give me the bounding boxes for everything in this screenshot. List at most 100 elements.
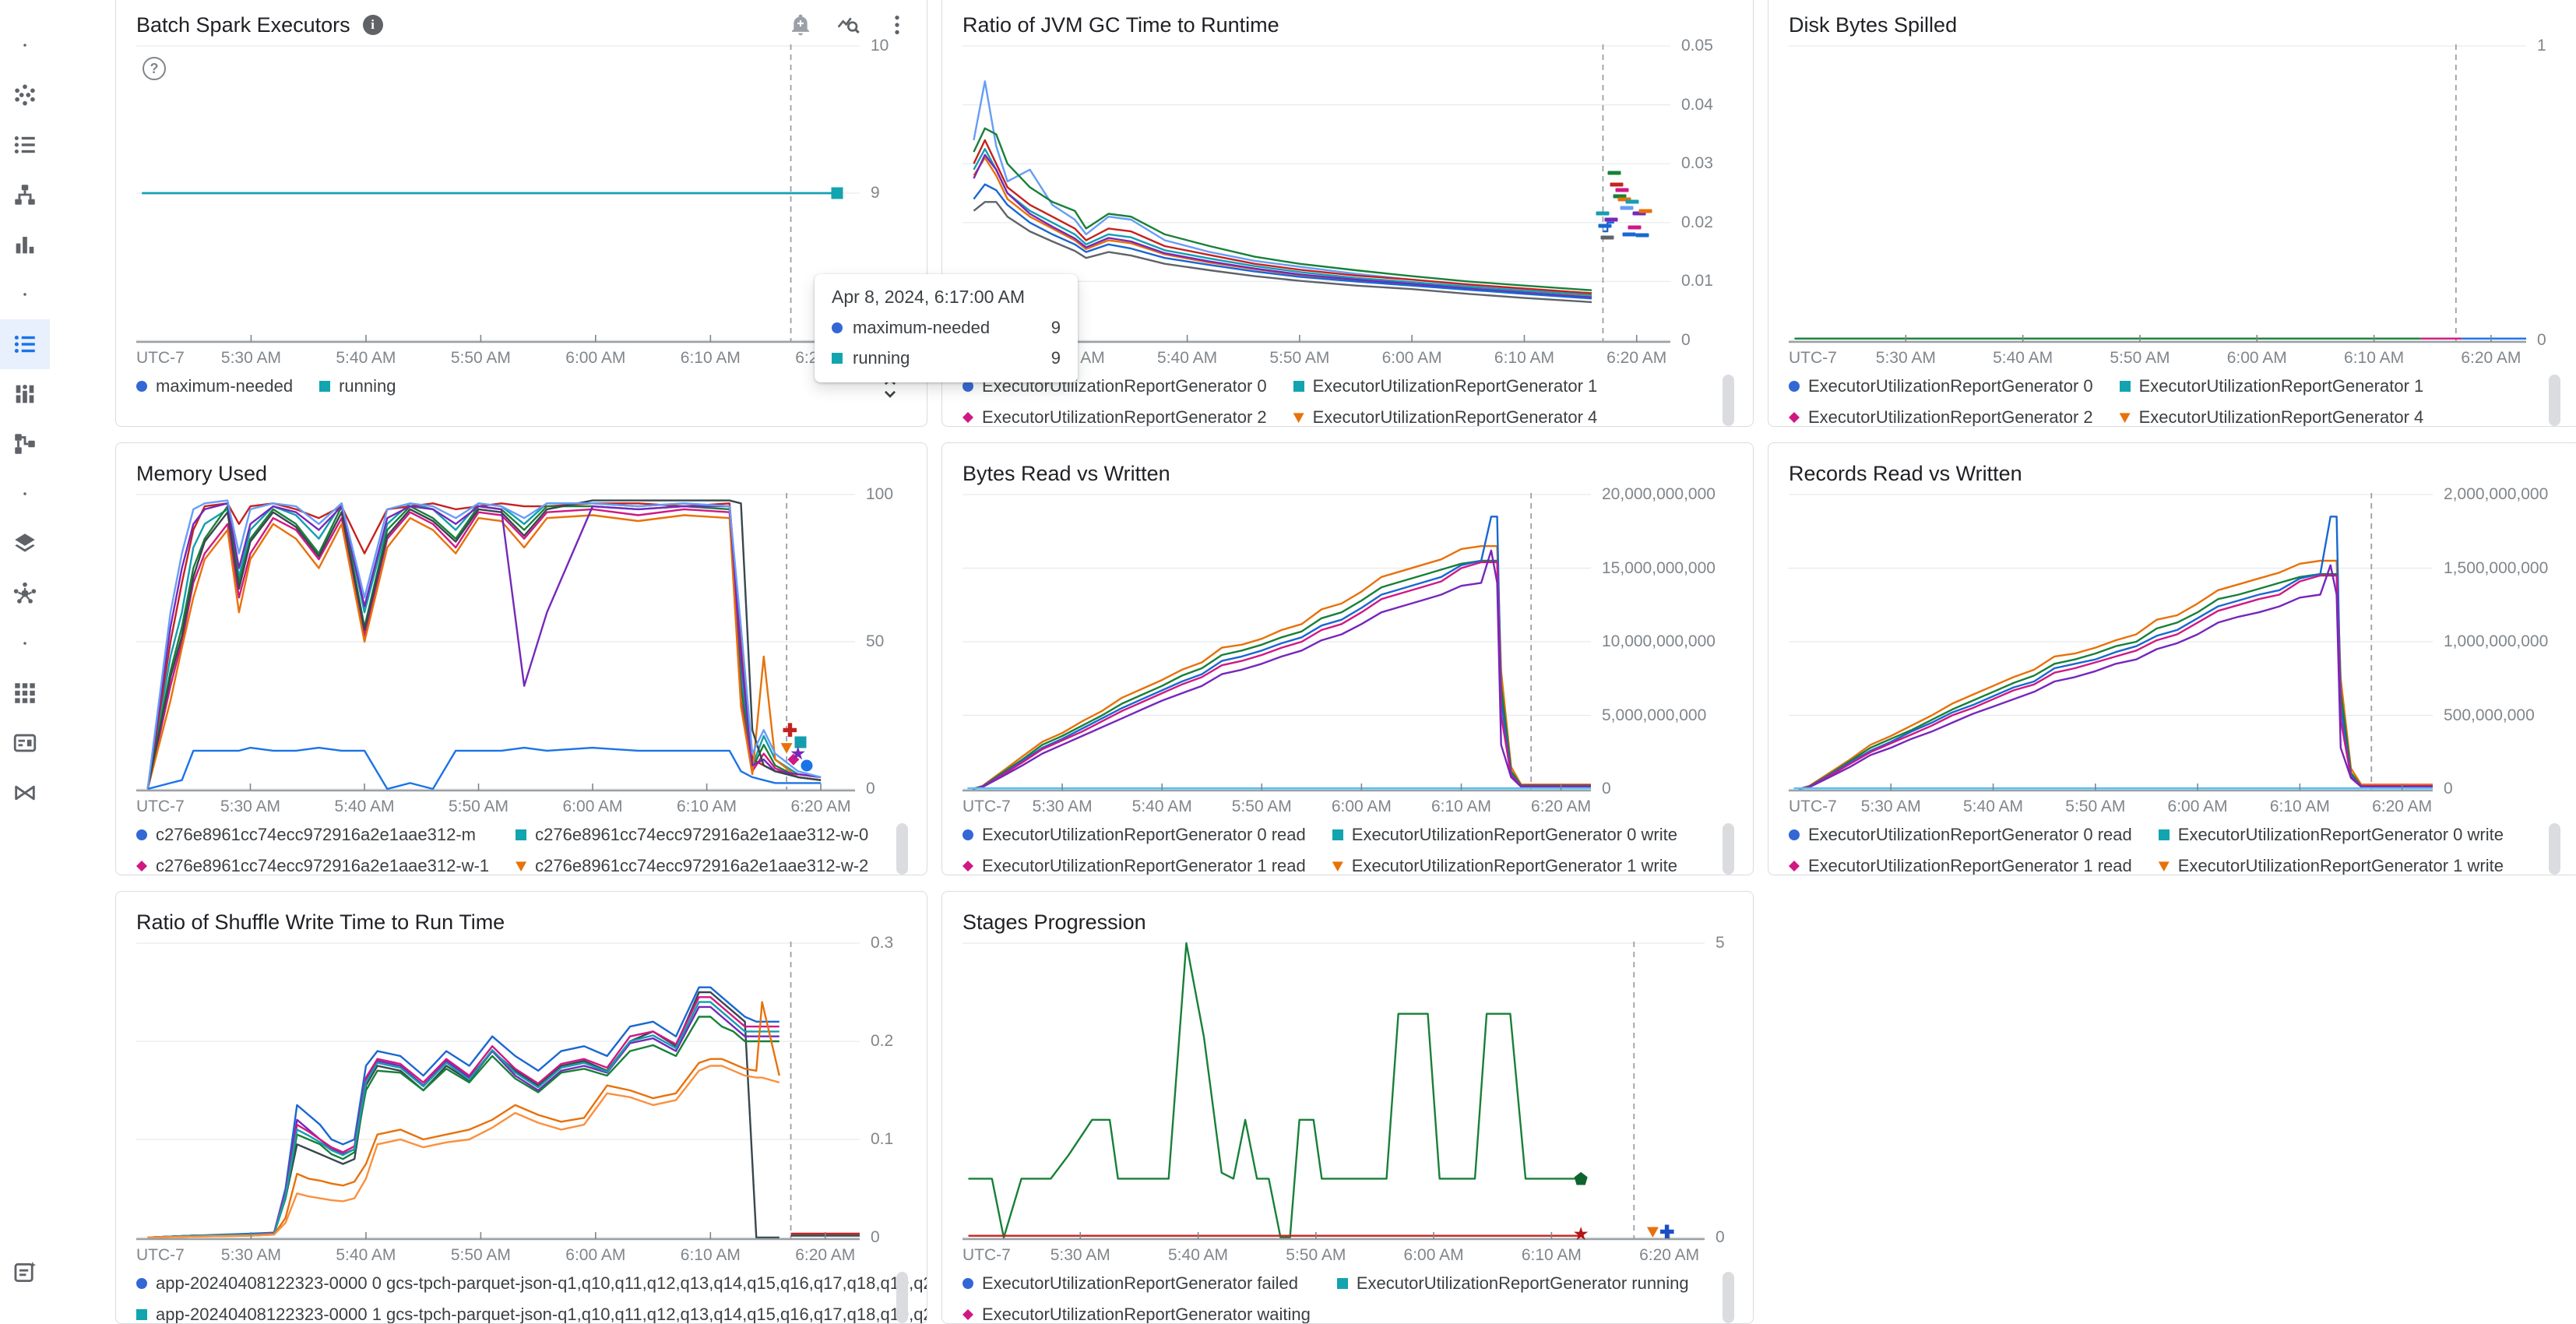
panel-title: Stages Progression — [962, 910, 1146, 934]
chart-plot[interactable] — [1789, 43, 2526, 343]
legend-item[interactable]: ExecutorUtilizationReportGenerator 0 rea… — [962, 825, 1306, 845]
x-axis-label: 5:50 AM — [1269, 349, 1330, 367]
legend-label: ExecutorUtilizationReportGenerator faile… — [982, 1273, 1298, 1293]
sidebar-item-autoscaling[interactable] — [0, 220, 50, 269]
legend-label: ExecutorUtilizationReportGenerator runni… — [1356, 1273, 1689, 1293]
y-axis-label: 0.03 — [1681, 154, 1713, 173]
y-axis-label: 50 — [866, 632, 885, 650]
legend-swatch-square — [1293, 381, 1304, 392]
legend-label: ExecutorUtilizationReportGenerator 1 rea… — [1808, 856, 2132, 875]
legend-swatch-square — [319, 381, 331, 392]
legend-item[interactable]: app-20240408122323-0000 0 gcs-tpch-parqu… — [136, 1273, 927, 1294]
chart-plot[interactable] — [962, 491, 1591, 792]
info-icon[interactable]: i — [362, 15, 383, 35]
legend-scrollbar[interactable] — [1723, 823, 1734, 875]
legend-scrollbar[interactable] — [896, 1272, 908, 1323]
legend-swatch-circle — [136, 829, 147, 840]
more-vert-icon[interactable] — [885, 12, 910, 37]
legend-item[interactable]: ExecutorUtilizationReportGenerator 2 — [962, 407, 1267, 426]
panel-title: Ratio of JVM GC Time to Runtime — [962, 12, 1279, 37]
legend-item[interactable]: ExecutorUtilizationReportGenerator 1 wri… — [1332, 856, 1677, 875]
y-axis-label: 5 — [1716, 934, 1725, 952]
legend-scrollbar[interactable] — [1723, 1272, 1734, 1323]
metrics-explorer-icon[interactable] — [836, 12, 861, 37]
sidebar-item-jobs[interactable] — [0, 120, 50, 170]
legend-swatch-square — [1332, 829, 1343, 840]
sidebar-item-federation[interactable] — [0, 569, 50, 618]
legend-item[interactable]: ExecutorUtilizationReportGenerator runni… — [1336, 1273, 1689, 1294]
y-axis-label: 0 — [871, 1228, 880, 1246]
x-axis-label: 5:30 AM — [220, 1246, 281, 1264]
sidebar-item-feedback[interactable] — [0, 1248, 50, 1298]
sidebar-item-sessions[interactable] — [0, 369, 50, 419]
sidebar-item-apps-grid[interactable] — [0, 668, 50, 718]
sidebar-item-batches[interactable] — [0, 319, 50, 369]
x-axis-label: 6:10 AM — [677, 798, 737, 815]
legend-swatch-square — [516, 829, 527, 840]
sidebar-item-clusters[interactable] — [0, 70, 50, 120]
legend: c276e8961cc74ecc972916a2e1aae312-m c276e8… — [136, 819, 910, 875]
legend-swatch-triangle-down — [2158, 861, 2170, 872]
federation-icon — [13, 582, 37, 604]
metastore-icon — [15, 533, 35, 552]
sidebar-item-session-templates[interactable] — [0, 419, 50, 469]
legend-swatch-diamond — [962, 1309, 973, 1320]
y-axis-label: 10,000,000,000 — [1602, 632, 1716, 650]
series-marker-dash — [1628, 225, 1642, 230]
y-axis-label: 0 — [1716, 1228, 1725, 1246]
panel-header: Memory Used — [136, 456, 910, 491]
legend-item[interactable]: c276e8961cc74ecc972916a2e1aae312-m — [136, 825, 489, 845]
legend-item[interactable]: ExecutorUtilizationReportGenerator 1 — [1293, 376, 1597, 396]
legend-item[interactable]: ExecutorUtilizationReportGenerator 1 — [2119, 376, 2423, 396]
legend-item[interactable]: ExecutorUtilizationReportGenerator waiti… — [962, 1305, 1311, 1324]
chart-plot[interactable]: ? — [136, 43, 860, 343]
sidebar-item-saved-views[interactable] — [0, 768, 50, 818]
batches-icon — [14, 335, 35, 354]
legend-scrollbar[interactable] — [2549, 375, 2560, 426]
legend-item[interactable]: ExecutorUtilizationReportGenerator 4 — [2119, 407, 2424, 427]
chart-plot[interactable] — [136, 940, 860, 1241]
chart-plot[interactable] — [136, 491, 855, 792]
legend-item[interactable]: ExecutorUtilizationReportGenerator 0 wri… — [2158, 825, 2504, 845]
legend-item[interactable]: c276e8961cc74ecc972916a2e1aae312-w-2 — [516, 856, 868, 875]
sidebar-item-metastore[interactable] — [0, 519, 50, 569]
legend-scrollbar[interactable] — [896, 823, 908, 875]
legend-item[interactable]: c276e8961cc74ecc972916a2e1aae312-w-0 — [516, 825, 868, 845]
legend-label: c276e8961cc74ecc972916a2e1aae312-w-1 — [156, 856, 490, 875]
legend-swatch-triangle-down — [516, 861, 527, 872]
x-axis-label: 6:20 AM — [2372, 798, 2433, 815]
x-axis: UTC-7 5:30 AM 5:40 AM 5:50 AM 6:00 AM 6:10 AM… — [136, 1241, 860, 1267]
x-axis-label: 6:10 AM — [2269, 798, 2330, 815]
legend-label: ExecutorUtilizationReportGenerator waiti… — [982, 1305, 1311, 1324]
add-alert-icon[interactable] — [788, 12, 813, 37]
help-icon[interactable]: ? — [143, 57, 166, 80]
legend-item[interactable]: running — [319, 376, 396, 396]
legend-item[interactable]: ExecutorUtilizationReportGenerator 1 rea… — [1789, 856, 2132, 875]
legend-item[interactable]: app-20240408122323-0000 1 gcs-tpch-parqu… — [136, 1305, 927, 1323]
legend-item[interactable]: ExecutorUtilizationReportGenerator 0 — [1789, 376, 2093, 396]
chart-plot[interactable] — [1789, 491, 2433, 792]
timezone-label: UTC-7 — [1789, 349, 1837, 367]
legend-scrollbar[interactable] — [1723, 375, 1734, 426]
legend-item[interactable]: ExecutorUtilizationReportGenerator 4 — [1293, 407, 1597, 426]
legend-item[interactable]: ExecutorUtilizationReportGenerator faile… — [962, 1273, 1311, 1294]
series-marker-dash — [1600, 235, 1614, 240]
legend-item[interactable]: c276e8961cc74ecc972916a2e1aae312-w-1 — [136, 856, 489, 875]
legend-item[interactable]: ExecutorUtilizationReportGenerator 2 — [1789, 407, 2093, 426]
chart-plot[interactable] — [962, 940, 1705, 1241]
x-axis-label: 5:50 AM — [450, 349, 511, 367]
legend-item[interactable]: ExecutorUtilizationReportGenerator 1 rea… — [962, 856, 1306, 875]
legend-item[interactable]: maximum-needed — [136, 376, 293, 396]
legend-item[interactable]: ExecutorUtilizationReportGenerator 0 wri… — [1332, 825, 1677, 845]
legend-item[interactable]: ExecutorUtilizationReportGenerator 0 rea… — [1789, 825, 2132, 845]
legend-label: ExecutorUtilizationReportGenerator 4 — [2138, 407, 2424, 427]
chart-plot[interactable] — [962, 43, 1670, 343]
sidebar-item-workflows[interactable] — [0, 170, 50, 220]
sidebar-item-dashboard[interactable] — [0, 718, 50, 768]
legend-swatch-circle — [1789, 829, 1800, 840]
legend-item[interactable]: ExecutorUtilizationReportGenerator 1 wri… — [2158, 856, 2504, 875]
series-marker-dash — [1620, 206, 1634, 210]
legend-label: ExecutorUtilizationReportGenerator 0 rea… — [1808, 825, 2132, 844]
legend-scrollbar[interactable] — [2549, 823, 2560, 875]
timezone-label: UTC-7 — [962, 1246, 1011, 1264]
